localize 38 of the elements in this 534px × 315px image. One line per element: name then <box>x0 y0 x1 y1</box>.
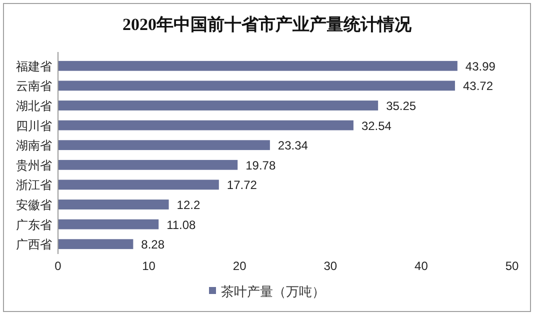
chart-title: 2020年中国前十省市产业产量统计情况 <box>122 15 412 34</box>
data-label: 23.34 <box>278 138 308 153</box>
y-tick-label: 云南省 <box>16 79 52 94</box>
bar <box>58 200 169 210</box>
x-tick-label: 20 <box>232 259 247 273</box>
data-label: 19.78 <box>246 158 276 172</box>
bar <box>58 239 134 250</box>
data-label: 17.72 <box>226 178 258 192</box>
bar <box>58 219 159 230</box>
x-tick-label: 50 <box>505 259 519 273</box>
y-tick-label: 四川省 <box>16 118 52 133</box>
y-tick-label: 贵州省 <box>16 158 52 172</box>
data-label: 8.28 <box>141 238 165 252</box>
x-tick-label: 40 <box>414 259 428 273</box>
bar <box>58 120 354 130</box>
y-tick-label: 福建省 <box>16 59 52 74</box>
data-label: 35.25 <box>386 99 416 113</box>
y-tick-label: 广东省 <box>16 218 52 232</box>
x-tick-label: 0 <box>54 259 62 273</box>
y-tick-label: 浙江省 <box>16 178 52 192</box>
y-tick-label: 湖北省 <box>16 99 52 113</box>
legend-label: 茶叶产量（万吨） <box>221 284 325 299</box>
data-label: 12.2 <box>176 198 200 212</box>
bar <box>58 160 238 170</box>
y-tick-label: 湖南省 <box>16 138 52 153</box>
data-label: 11.08 <box>166 218 196 232</box>
x-tick-label: 10 <box>142 259 156 273</box>
data-label: 43.72 <box>462 79 494 94</box>
bar <box>58 140 270 150</box>
x-tick-label: 30 <box>324 259 338 273</box>
bar <box>58 60 458 71</box>
data-label: 32.54 <box>361 118 392 133</box>
bar <box>58 180 219 190</box>
y-tick-label: 安徽省 <box>16 198 52 212</box>
bar <box>58 80 455 91</box>
y-tick-label: 广西省 <box>16 238 52 252</box>
data-label: 43.99 <box>465 59 496 74</box>
bar <box>58 100 378 110</box>
